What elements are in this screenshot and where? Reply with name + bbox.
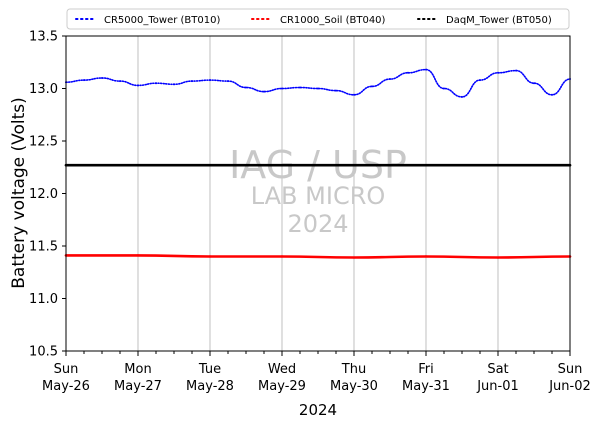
y-tick-label-3: 12.0 <box>29 187 58 202</box>
watermark: IAG / USP LAB MICRO 2024 <box>229 143 407 238</box>
series-0-point-8 <box>209 79 211 82</box>
y-tick-label-2: 11.5 <box>29 240 58 255</box>
series-2-point-5 <box>424 163 428 167</box>
x-tick-day-7: Sun <box>558 362 583 377</box>
x-axis-ticks: Sun May-26 Mon May-27 Tue May-28 Wed May-29 Thu M… <box>42 351 591 394</box>
x-tick-date-6: Jun-01 <box>476 379 519 394</box>
x-tick-date-3: May-29 <box>258 379 306 394</box>
legend: CR5000_Tower (BT010) CR1000_Soil (BT040)… <box>66 8 570 30</box>
x-tick-day-3: Wed <box>268 362 296 377</box>
series-line-0 <box>65 68 571 98</box>
series-0-point-6 <box>173 83 175 86</box>
x-tick-date-5: May-31 <box>402 379 450 394</box>
series-0-point-25 <box>515 69 517 72</box>
legend-frame <box>66 8 570 30</box>
legend-entry-cr1000: CR1000_Soil (BT040) <box>251 15 386 26</box>
x-tick-date-0: May-26 <box>42 379 90 394</box>
series-0-point-21 <box>443 87 445 90</box>
legend-entry-cr5000: CR5000_Tower (BT010) <box>75 15 220 26</box>
series-0-point-4 <box>137 84 139 87</box>
y-tick-label-6: 13.5 <box>29 30 58 45</box>
series-2-point-6 <box>496 163 500 167</box>
y-axis-label: Battery voltage (Volts) <box>9 97 29 288</box>
x-tick-date-7: Jun-02 <box>548 379 591 394</box>
legend-label-daqm: DaqM_Tower (BT050) <box>446 15 552 26</box>
x-axis-label: 2024 <box>299 401 337 419</box>
series-0-point-12 <box>281 87 283 90</box>
plot-series <box>64 68 572 259</box>
series-1-point-1 <box>136 254 140 257</box>
series-0-point-16 <box>353 93 355 96</box>
series-0-point-20 <box>425 68 427 71</box>
series-0-point-17 <box>371 85 373 88</box>
x-tick-day-0: Sun <box>54 362 79 377</box>
series-2-point-4 <box>352 163 356 167</box>
series-1-point-6 <box>496 256 500 259</box>
series-0-point-10 <box>245 86 247 89</box>
watermark-line-3: 2024 <box>287 210 348 238</box>
y-axis-ticks: 10.5 11.0 11.5 12.0 12.5 13.0 13.5 <box>29 30 66 360</box>
legend-label-cr1000: CR1000_Soil (BT040) <box>280 15 386 26</box>
series-0-point-14 <box>317 87 319 90</box>
series-1-point-2 <box>208 255 212 258</box>
watermark-line-2: LAB MICRO <box>251 182 386 210</box>
series-1-point-3 <box>280 255 284 258</box>
series-0-point-1 <box>83 79 85 82</box>
x-tick-day-1: Mon <box>124 362 151 377</box>
series-0-point-19 <box>407 71 409 74</box>
x-tick-day-4: Thu <box>341 362 366 377</box>
series-0-point-7 <box>191 80 193 83</box>
series-0-point-24 <box>497 71 499 74</box>
x-tick-date-4: May-30 <box>330 379 378 394</box>
series-2-point-2 <box>208 163 212 167</box>
series-0-point-9 <box>227 80 229 83</box>
series-2-point-1 <box>136 163 140 167</box>
x-tick-day-6: Sat <box>487 362 508 377</box>
series-0-point-13 <box>299 86 301 89</box>
legend-entry-daqm: DaqM_Tower (BT050) <box>417 15 552 26</box>
series-0-point-3 <box>119 80 121 83</box>
series-0-point-11 <box>263 90 265 93</box>
series-1-point-5 <box>424 255 428 258</box>
series-0-point-15 <box>335 89 337 92</box>
series-0-point-27 <box>551 93 553 96</box>
series-0-point-23 <box>479 79 481 82</box>
series-0-point-22 <box>461 95 463 98</box>
series-0-point-18 <box>389 78 391 81</box>
x-tick-date-1: May-27 <box>114 379 162 394</box>
series-0-point-5 <box>155 82 157 85</box>
series-0-point-2 <box>101 77 103 79</box>
series-2-point-3 <box>280 163 284 167</box>
y-tick-label-1: 11.0 <box>29 292 58 307</box>
y-tick-label-0: 10.5 <box>29 345 58 360</box>
y-tick-label-4: 12.5 <box>29 135 58 150</box>
y-tick-label-5: 13.0 <box>29 82 58 97</box>
x-tick-day-2: Tue <box>198 362 221 377</box>
x-tick-date-2: May-28 <box>186 379 234 394</box>
series-1-point-4 <box>352 256 356 259</box>
gridlines <box>137 36 499 351</box>
x-tick-day-5: Fri <box>418 362 434 377</box>
series-line-1 <box>64 254 572 259</box>
series-0-point-26 <box>533 82 535 85</box>
legend-label-cr5000: CR5000_Tower (BT010) <box>104 15 220 26</box>
